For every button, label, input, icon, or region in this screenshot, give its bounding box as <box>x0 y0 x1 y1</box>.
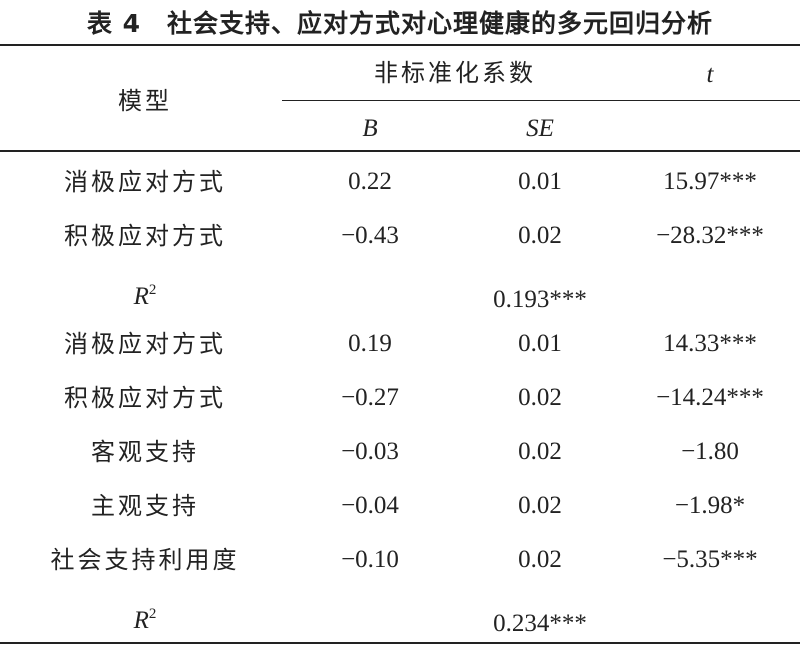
se-value: 0.02 <box>518 492 562 519</box>
b-value: −0.04 <box>341 492 399 519</box>
row-label: 消极应对方式 <box>64 330 226 358</box>
row-label: 客观支持 <box>91 438 199 466</box>
header-b: B <box>362 115 378 142</box>
r-symbol: R <box>133 283 149 310</box>
header-rule <box>282 100 800 101</box>
r-squared-label: R2 <box>15 275 275 312</box>
row-label: 社会支持利用度 <box>50 546 240 574</box>
row-label: 积极应对方式 <box>64 384 226 412</box>
b-value: −0.43 <box>341 222 399 249</box>
r-squared-value: 0.234*** <box>493 610 587 637</box>
header-t: t <box>706 61 714 88</box>
b-value: −0.27 <box>341 384 399 411</box>
header-se: SE <box>526 115 554 142</box>
se-value: 0.01 <box>518 330 562 357</box>
t-value: −14.24*** <box>656 384 764 411</box>
header-model: 模型 <box>118 87 172 115</box>
top-rule <box>0 44 800 46</box>
r-squared-value: 0.193*** <box>493 286 587 313</box>
row-label: 积极应对方式 <box>64 222 226 250</box>
se-value: 0.01 <box>518 168 562 195</box>
se-value: 0.02 <box>518 546 562 573</box>
r-exponent: 2 <box>148 282 157 298</box>
t-value: 14.33*** <box>663 330 757 357</box>
r-symbol: R <box>133 607 149 634</box>
t-value: −28.32*** <box>656 222 764 249</box>
se-value: 0.02 <box>518 438 562 465</box>
row-label: 消极应对方式 <box>64 168 226 196</box>
t-value: −5.35*** <box>662 546 758 573</box>
b-value: −0.10 <box>341 546 399 573</box>
se-value: 0.02 <box>518 384 562 411</box>
row-label: 主观支持 <box>91 492 199 520</box>
b-value: 0.22 <box>348 168 392 195</box>
r-exponent: 2 <box>148 606 157 622</box>
table-title: 表 4 社会支持、应对方式对心理健康的多元回归分析 <box>86 9 714 38</box>
t-value: 15.97*** <box>663 168 757 195</box>
b-value: −0.03 <box>341 438 399 465</box>
b-value: 0.19 <box>348 330 392 357</box>
t-value: −1.98* <box>674 492 746 519</box>
header-bottom-rule <box>0 150 800 152</box>
bottom-rule <box>0 642 800 644</box>
t-value: −1.80 <box>681 438 739 465</box>
r-squared-label: R2 <box>15 599 275 636</box>
header-group: 非标准化系数 <box>374 59 536 87</box>
se-value: 0.02 <box>518 222 562 249</box>
